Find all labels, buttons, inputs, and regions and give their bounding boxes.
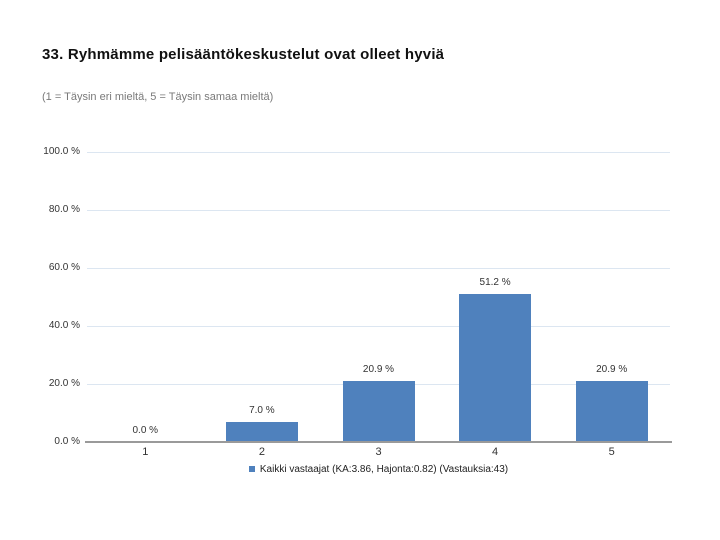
y-axis-tick-label: 80.0 % xyxy=(48,204,80,215)
bar-value-label: 0.0 % xyxy=(132,425,159,436)
gridline xyxy=(87,209,670,211)
gridline xyxy=(87,325,670,327)
chart-title: 33. Ryhmämme pelisääntökeskustelut ovat … xyxy=(42,46,445,63)
x-axis-line xyxy=(85,441,672,443)
y-axis-tick-label: 100.0 % xyxy=(43,146,80,157)
x-axis-category-label: 5 xyxy=(608,446,615,458)
x-axis-category-label: 1 xyxy=(142,446,149,458)
bar-value-label: 51.2 % xyxy=(479,276,511,288)
bar xyxy=(342,381,415,442)
y-axis-tick-label: 20.0 % xyxy=(48,378,80,389)
x-axis-category-label: 4 xyxy=(492,446,499,458)
bar-value-label: 7.0 % xyxy=(249,404,275,416)
legend: Kaikki vastaajat (KA:3.86, Hajonta:0.82)… xyxy=(87,462,670,476)
bar xyxy=(225,421,298,442)
legend-label: Kaikki vastaajat (KA:3.86, Hajonta:0.82)… xyxy=(259,463,509,475)
x-axis-category-label: 2 xyxy=(258,446,265,458)
gridline xyxy=(87,267,670,269)
y-axis-tick-label: 60.0 % xyxy=(48,262,80,273)
x-axis-category-label: 3 xyxy=(375,446,382,458)
y-axis-tick-label: 40.0 % xyxy=(48,320,80,331)
gridline xyxy=(87,151,670,153)
bar-value-label: 20.9 % xyxy=(362,364,395,376)
y-axis-tick-label: 0.0 % xyxy=(54,436,80,447)
bar xyxy=(459,293,532,442)
legend-marker-icon xyxy=(248,466,255,472)
bar xyxy=(575,381,648,442)
chart-subtitle: (1 = Täysin eri mieltä, 5 = Täysin samaa… xyxy=(42,91,274,103)
bar-value-label: 20.9 % xyxy=(596,364,628,376)
